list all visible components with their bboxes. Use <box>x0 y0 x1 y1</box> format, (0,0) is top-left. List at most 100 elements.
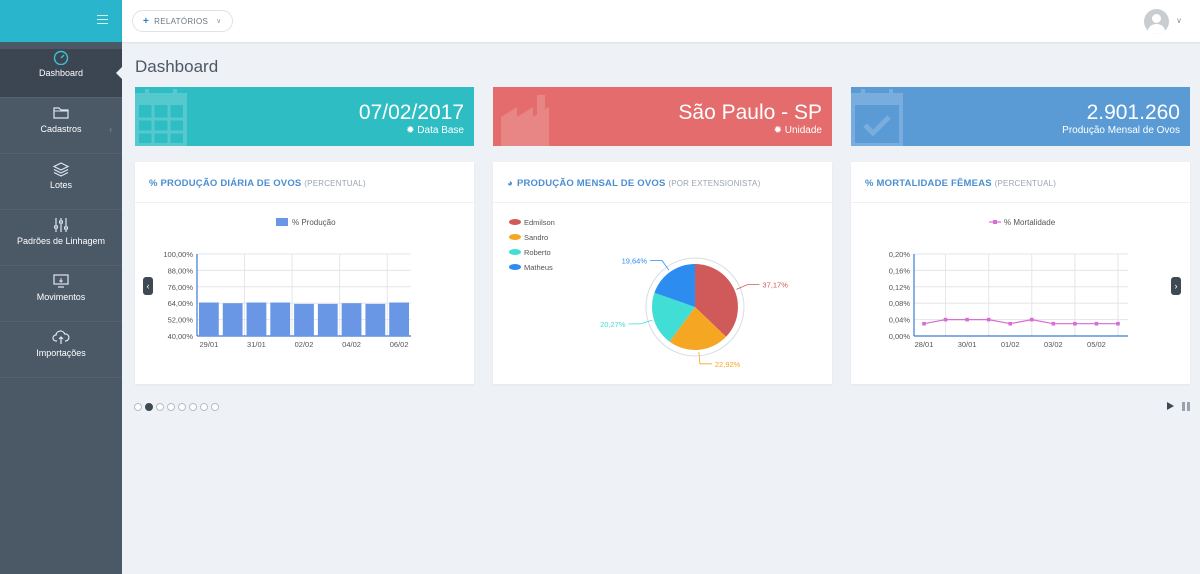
sidebar-item-importacoes[interactable]: Importações <box>0 329 122 378</box>
bar <box>270 302 291 336</box>
pie-data-label: 22,92% <box>715 360 741 369</box>
legend-swatch <box>276 218 288 226</box>
sidebar-item-movimentos[interactable]: Movimentos <box>0 273 122 322</box>
carousel-dot[interactable] <box>189 403 197 411</box>
stat-card-data-base: 07/02/2017 ✹ Data Base <box>135 87 474 146</box>
cloud-upload-icon <box>52 330 70 344</box>
chevron-down-icon: ∨ <box>216 18 222 25</box>
sidebar-item-label: Dashboard <box>38 68 84 78</box>
sidebar-item-cadastros[interactable]: Cadastros ‹ <box>0 105 122 154</box>
data-point <box>986 317 991 322</box>
y-tick-label: 0,08% <box>889 299 911 308</box>
sidebar-item-label: Cadastros <box>40 124 82 134</box>
carousel-dot[interactable] <box>167 403 175 411</box>
legend-swatch <box>509 219 521 225</box>
carousel-dot[interactable] <box>200 403 208 411</box>
legend-swatch <box>509 249 521 255</box>
pause-icon[interactable] <box>1182 402 1190 411</box>
pie-leader-line <box>650 260 670 271</box>
sidebar-item-label: Padrões de Linhagem <box>16 236 106 246</box>
sidebar-item-padroes-de-linhagem[interactable]: Padrões de Linhagem <box>0 217 122 266</box>
stat-label: Produção Mensal de Ovos <box>1062 125 1180 136</box>
stat-value: 2.901.260 <box>1086 101 1180 124</box>
reports-button[interactable]: + RELATÓRIOS ∨ <box>132 10 233 32</box>
x-tick-label: 04/02 <box>342 340 361 349</box>
y-tick-label: 0,12% <box>889 283 911 292</box>
panel-subtitle: (POR EXTENSIONISTA) <box>668 179 761 188</box>
legend-label: Matheus <box>524 263 553 272</box>
legend-marker <box>993 220 997 224</box>
carousel-dots <box>134 403 219 411</box>
layers-icon <box>52 162 70 177</box>
sidebar-item-label: Movimentos <box>36 292 86 302</box>
legend-label: Edmilson <box>524 218 555 227</box>
legend-label: Roberto <box>524 248 551 257</box>
panel-mortalidade: % MORTALIDADE FÊMEAS (PERCENTUAL) % Mort… <box>851 162 1190 384</box>
x-tick-label: 02/02 <box>295 340 314 349</box>
panel-title: % MORTALIDADE FÊMEAS (PERCENTUAL) <box>851 162 1190 203</box>
chevron-down-icon[interactable]: ∨ <box>1176 16 1182 25</box>
carousel-prev-button[interactable]: ‹ <box>143 277 153 295</box>
x-tick-label: 01/02 <box>1001 340 1020 349</box>
x-tick-label: 28/01 <box>915 340 934 349</box>
x-tick-label: 30/01 <box>958 340 977 349</box>
factory-icon <box>501 95 549 146</box>
bar <box>389 302 409 336</box>
legend-swatch <box>509 234 521 240</box>
carousel-next-button[interactable]: › <box>1171 277 1181 295</box>
bar <box>341 303 362 336</box>
sidebar-item-label: Importações <box>36 348 86 358</box>
pie-slice <box>695 264 738 337</box>
data-point <box>922 321 926 326</box>
line-chart: % Mortalidade 0,20% 0,16% 0,12% 0,08% 0,04% 0,… <box>889 218 1128 349</box>
y-tick-label: 76,00% <box>168 283 194 292</box>
pie-chart-icon: ◕ <box>507 178 513 189</box>
stat-value: 07/02/2017 <box>358 101 464 124</box>
x-tick-label: 06/02 <box>390 340 409 349</box>
plus-icon: + <box>143 15 150 27</box>
panel-title: ◕ PRODUÇÃO MENSAL DE OVOS (POR EXTENSIONI… <box>493 162 832 203</box>
data-point <box>1073 321 1077 326</box>
data-point <box>943 317 948 322</box>
y-tick-label: 0,16% <box>889 266 911 275</box>
bar <box>317 303 338 336</box>
pie-data-label: 20,27% <box>600 320 626 329</box>
bar <box>199 302 219 336</box>
sidebar-item-lotes[interactable]: Lotes <box>0 161 122 210</box>
y-tick-label: 0,00% <box>889 332 911 341</box>
pie-data-label: 37,17% <box>762 281 788 290</box>
stat-label-row: ✹ Unidade <box>774 125 822 136</box>
play-icon[interactable] <box>1167 402 1174 410</box>
data-point <box>965 317 969 322</box>
data-point <box>1008 321 1013 326</box>
panel-title-text: % MORTALIDADE FÊMEAS <box>865 178 992 189</box>
y-tick-label: 64,00% <box>168 299 194 308</box>
x-tick-label: 03/02 <box>1044 340 1063 349</box>
pie-slice <box>669 307 727 350</box>
pie-slice <box>654 264 695 307</box>
carousel-dot[interactable] <box>156 403 164 411</box>
bar <box>222 303 243 336</box>
carousel-dot[interactable] <box>145 403 153 411</box>
legend-label: % Produção <box>292 218 336 227</box>
panel-title: % PRODUÇÃO DIÁRIA DE OVOS (PERCENTUAL) <box>135 162 474 203</box>
stat-label: Unidade <box>784 125 822 136</box>
y-tick-label: 52,00% <box>168 316 194 325</box>
panel-producao-mensal: ◕ PRODUÇÃO MENSAL DE OVOS (POR EXTENSIONI… <box>493 162 832 384</box>
carousel-dot[interactable] <box>211 403 219 411</box>
stat-card-producao-mensal: 2.901.260 Produção Mensal de Ovos <box>851 87 1190 146</box>
sidebar-item-dashboard[interactable]: Dashboard <box>0 49 123 98</box>
data-point <box>1051 321 1056 326</box>
carousel-dot[interactable] <box>178 403 186 411</box>
y-tick-label: 88,00% <box>168 266 194 275</box>
user-avatar[interactable] <box>1144 9 1169 34</box>
sidebar-item-label: Lotes <box>49 180 73 190</box>
y-tick-label: 40,00% <box>168 332 194 341</box>
hamburger-menu-icon[interactable] <box>97 15 108 25</box>
y-tick-label: 100,00% <box>163 250 193 259</box>
bar <box>246 302 267 336</box>
data-point <box>1116 321 1120 326</box>
panel-subtitle: (PERCENTUAL) <box>994 179 1057 188</box>
carousel-dot[interactable] <box>134 403 142 411</box>
y-tick-label: 0,04% <box>889 316 911 325</box>
